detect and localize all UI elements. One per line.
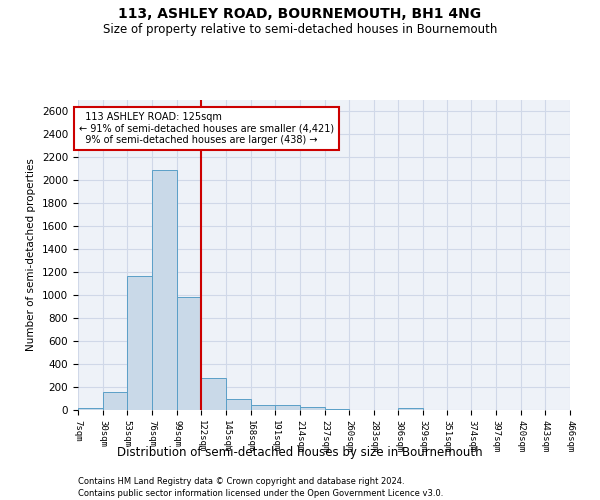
Text: Contains public sector information licensed under the Open Government Licence v3: Contains public sector information licen… bbox=[78, 489, 443, 498]
Bar bbox=[78, 408, 103, 410]
Text: Size of property relative to semi-detached houses in Bournemouth: Size of property relative to semi-detach… bbox=[103, 22, 497, 36]
Y-axis label: Number of semi-detached properties: Number of semi-detached properties bbox=[26, 158, 37, 352]
Bar bbox=[275, 406, 300, 410]
Bar bbox=[152, 170, 176, 410]
Bar bbox=[176, 298, 201, 410]
Bar bbox=[201, 378, 226, 410]
Bar bbox=[127, 276, 152, 410]
Text: 113, ASHLEY ROAD, BOURNEMOUTH, BH1 4NG: 113, ASHLEY ROAD, BOURNEMOUTH, BH1 4NG bbox=[118, 8, 482, 22]
Text: Contains HM Land Registry data © Crown copyright and database right 2024.: Contains HM Land Registry data © Crown c… bbox=[78, 478, 404, 486]
Text: Distribution of semi-detached houses by size in Bournemouth: Distribution of semi-detached houses by … bbox=[117, 446, 483, 459]
Bar bbox=[398, 408, 423, 410]
Bar bbox=[300, 406, 325, 410]
Bar bbox=[103, 392, 127, 410]
Bar bbox=[226, 398, 251, 410]
Text: 113 ASHLEY ROAD: 125sqm
← 91% of semi-detached houses are smaller (4,421)
  9% o: 113 ASHLEY ROAD: 125sqm ← 91% of semi-de… bbox=[79, 112, 334, 146]
Bar bbox=[251, 405, 275, 410]
